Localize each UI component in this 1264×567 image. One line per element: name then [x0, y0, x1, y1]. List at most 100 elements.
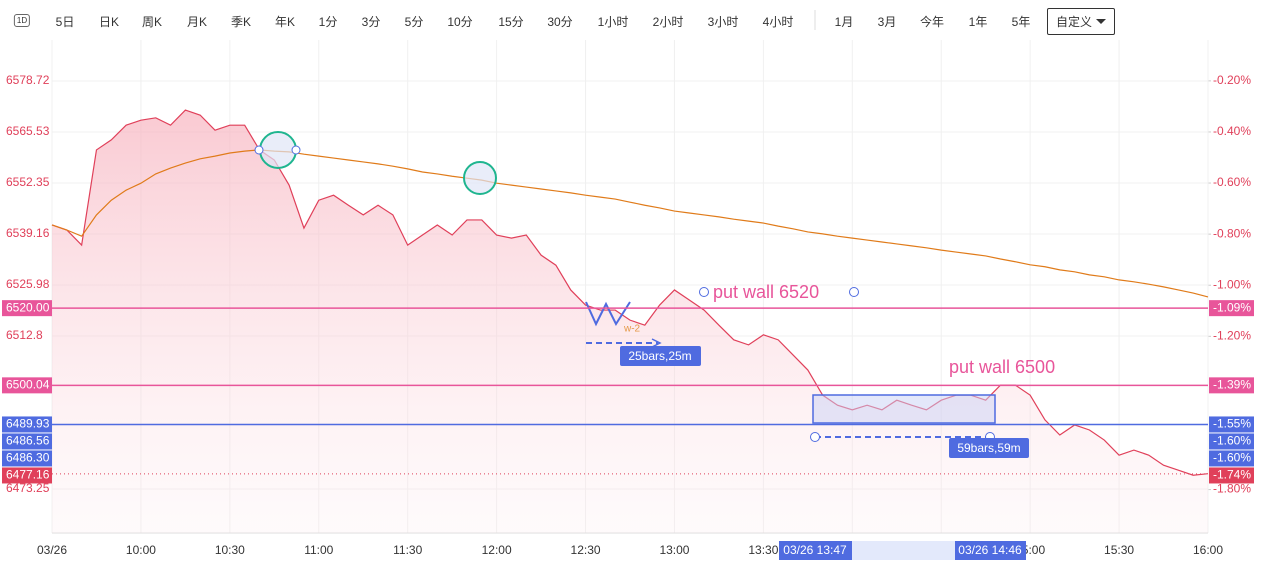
- level-pct-label: -1.55%: [1213, 417, 1251, 431]
- level-pct-box: [1209, 300, 1254, 317]
- y2-tick-label: -1.80%: [1213, 482, 1251, 496]
- y-tick-label: 6512.8: [6, 328, 43, 342]
- y-tick-label: 6565.53: [6, 124, 50, 138]
- y-tick-label: 6525.98: [6, 277, 50, 291]
- x-tick-label: 03/26: [37, 543, 67, 557]
- y-tick-label: 6552.35: [6, 175, 50, 189]
- level-price-box: [2, 300, 52, 317]
- period-button[interactable]: 1D: [13, 14, 31, 27]
- range-button[interactable]: 5年: [1011, 15, 1031, 29]
- y-tick-label: 6578.72: [6, 73, 50, 87]
- handle: [699, 287, 709, 297]
- level-pct-box: [1209, 416, 1254, 433]
- annotation: 25bars,25m: [628, 349, 691, 363]
- range-band: [852, 541, 955, 560]
- period-button[interactable]: 1小时: [597, 15, 629, 29]
- measure-box: [620, 346, 701, 366]
- x-tick-label: 12:30: [571, 543, 601, 557]
- period-button[interactable]: 10分: [447, 15, 473, 29]
- y2-tick-label: -0.20%: [1213, 73, 1251, 87]
- level-price-label: 6500.04: [6, 378, 50, 392]
- time-box: [779, 541, 852, 560]
- level-pct-box: [1209, 433, 1254, 450]
- period-button[interactable]: 1分: [318, 15, 338, 29]
- annotation: w-2: [623, 324, 641, 335]
- level-price-label: 6486.56: [6, 434, 50, 448]
- level-price-box: [2, 467, 52, 484]
- period-button[interactable]: 3分: [361, 15, 381, 29]
- period-button[interactable]: 2小时: [652, 15, 684, 29]
- level-pct-box: [1209, 377, 1254, 394]
- level-price-label: 6477.16: [6, 468, 50, 482]
- range-button[interactable]: 1年: [968, 15, 988, 29]
- x-tick-label: 10:00: [126, 543, 156, 557]
- period-button[interactable]: 年K: [274, 15, 296, 29]
- x-tick-label: 16:00: [1193, 543, 1223, 557]
- level-price-box: [2, 416, 52, 433]
- period-button[interactable]: 5日: [55, 15, 75, 29]
- annotation: put wall 6520: [713, 282, 819, 302]
- level-pct-label: -1.39%: [1213, 378, 1251, 392]
- period-button[interactable]: 周K: [141, 15, 163, 29]
- x-tick-label: 13:30: [748, 543, 778, 557]
- range-box: [812, 394, 996, 424]
- x-tick-label: 15:30: [1104, 543, 1134, 557]
- period-button[interactable]: 15分: [498, 15, 524, 29]
- x-tick-label: 11:00: [304, 543, 333, 557]
- price-area: [52, 110, 1208, 533]
- annotation: 03/26 14:46: [958, 543, 1022, 557]
- level-price-box: [2, 377, 52, 394]
- handle: [291, 145, 301, 155]
- drawings: put wall 6520 put wall 6500 w-2 25bars,2…: [254, 131, 1055, 560]
- y2-tick-label: -1.00%: [1213, 277, 1251, 291]
- w-pattern: [585, 301, 631, 327]
- measure-box: [949, 438, 1029, 458]
- circle-marker: [259, 131, 297, 169]
- handle: [810, 432, 820, 442]
- y2-tick-label: -1.20%: [1213, 328, 1251, 342]
- period-button[interactable]: 30分: [547, 15, 573, 29]
- y-tick-label: 6473.25: [6, 481, 50, 495]
- level-pct-label: -1.60%: [1213, 434, 1251, 448]
- level-price-box: [2, 450, 52, 467]
- x-tick-label: 10:30: [215, 543, 245, 557]
- y2-tick-label: -0.80%: [1213, 226, 1251, 240]
- level-price-box: [2, 433, 52, 450]
- custom-dropdown[interactable]: 自定义: [1047, 8, 1116, 35]
- x-tick-label: 12:00: [482, 543, 512, 557]
- period-button[interactable]: 5分: [404, 15, 424, 29]
- handle: [849, 287, 859, 297]
- annotation: put wall 6500: [949, 357, 1055, 377]
- level-price-label: 6520.00: [6, 300, 50, 314]
- range-button[interactable]: 今年: [919, 15, 945, 29]
- time-box: [955, 541, 1026, 560]
- level-pct-label: -1.60%: [1213, 451, 1251, 465]
- circle-marker: [463, 161, 497, 195]
- period-button[interactable]: 季K: [230, 15, 252, 29]
- handle: [254, 145, 264, 155]
- average-line: [51, 149, 1209, 298]
- toolbar: 1D 5日 日K 周K 月K 季K 年K 1分 3分 5分 10分 15分 30…: [0, 0, 1264, 40]
- y-tick-label: 6539.16: [6, 226, 50, 240]
- y2-tick-label: -0.40%: [1213, 124, 1251, 138]
- annotation: 03/26 13:47: [783, 543, 847, 557]
- range-button[interactable]: 3月: [877, 15, 897, 29]
- period-button[interactable]: 日K: [98, 15, 120, 29]
- y2-tick-label: -0.60%: [1213, 175, 1251, 189]
- level-pct-label: -1.74%: [1213, 468, 1251, 482]
- level-price-label: 6486.30: [6, 451, 50, 465]
- level-pct-box: [1209, 450, 1254, 467]
- annotation: 59bars,59m: [957, 441, 1020, 455]
- x-tick-label: 13:00: [659, 543, 689, 557]
- period-button[interactable]: 3小时: [707, 15, 739, 29]
- x-tick-label: 11:30: [393, 543, 422, 557]
- level-price-label: 6489.93: [6, 417, 50, 431]
- period-button[interactable]: 月K: [186, 15, 208, 29]
- level-pct-box: [1209, 467, 1254, 484]
- level-pct-label: -1.09%: [1213, 300, 1251, 314]
- arrow-head: [651, 338, 662, 348]
- period-button[interactable]: 4小时: [762, 15, 794, 29]
- range-button[interactable]: 1月: [834, 15, 854, 29]
